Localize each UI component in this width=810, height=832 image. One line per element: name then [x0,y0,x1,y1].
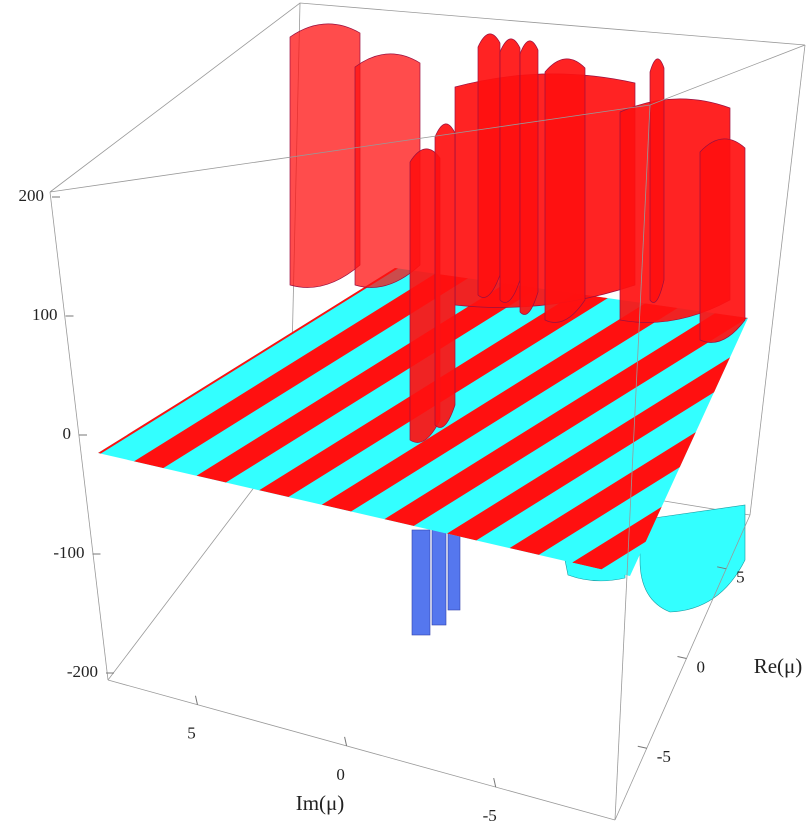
surface-stripe [509,268,748,555]
z-tick-label: -200 [67,662,98,681]
surface-part [649,58,665,303]
x-tick [493,777,497,788]
surface [98,23,748,636]
surface-part [354,53,421,288]
y-axis-title: Re(μ) [754,654,803,678]
y-tick [717,566,727,570]
x-tick [194,695,198,705]
surface-part [544,58,586,323]
surface-part [289,23,361,288]
z-tick-label: 0 [63,424,72,443]
y-tick-label: -5 [657,747,671,766]
surface-part [434,123,456,428]
x-tick-label: 5 [187,724,196,743]
surface-part [699,138,746,343]
y-tick [637,745,647,749]
y-tick-label: 5 [736,568,745,587]
surface-part [477,33,501,298]
y-tick [677,656,687,660]
box-front [49,2,806,821]
surface-part [499,38,521,303]
surface-part [447,529,461,611]
z-tick-label: -100 [53,543,84,562]
x-axis-title: Im(μ) [296,791,345,815]
x-tick-label: -5 [483,806,497,825]
surface-part [519,40,539,315]
surface-part [639,504,746,613]
x-tick-label: 0 [336,765,345,784]
surface-stripe [446,268,748,541]
z-tick-label: 100 [32,305,58,324]
surface-part [411,529,431,636]
surface-part [431,529,447,626]
x-tick [344,736,348,746]
y-tick-label: 0 [696,657,705,676]
surface-stripe [133,268,639,469]
z-tick-label: 200 [19,186,45,205]
